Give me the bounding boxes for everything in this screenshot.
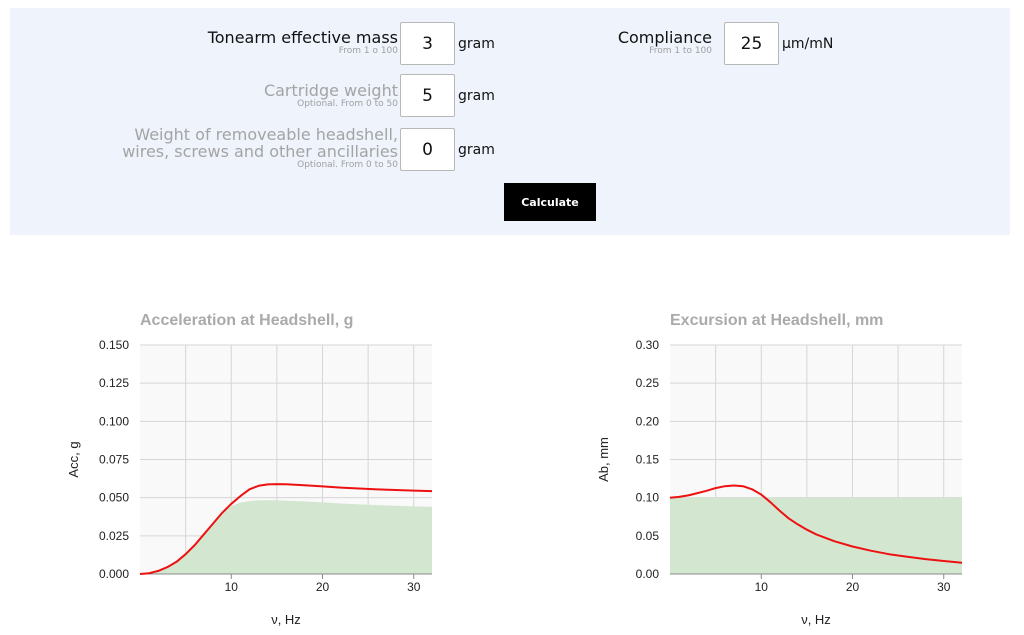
x-tick-label: 30 — [407, 580, 421, 594]
headshell-weight-unit: gram — [458, 142, 495, 158]
compliance-hint: From 1 to 100 — [649, 46, 712, 56]
chart-title: Acceleration at Headshell, g — [140, 312, 353, 329]
y-tick-label: 0.25 — [636, 376, 660, 390]
headshell-weight-hint: Optional. From 0 to 50 — [297, 160, 398, 170]
cartridge-weight-label: Cartridge weight — [263, 81, 398, 100]
chart-title: Excursion at Headshell, mm — [670, 312, 883, 329]
x-tick-label: 10 — [225, 580, 239, 594]
y-tick-label: 0.15 — [636, 453, 660, 467]
y-tick-label: 0.10 — [636, 491, 660, 505]
compliance-input[interactable] — [724, 22, 779, 65]
tonearm-mass-unit: gram — [458, 36, 495, 52]
cartridge-weight-input[interactable] — [400, 74, 455, 117]
y-axis-label: Acc, g — [66, 441, 81, 477]
x-tick-label: 10 — [755, 580, 769, 594]
headshell-weight-label-group: Weight of removeable headshell, wires, s… — [122, 126, 398, 170]
headshell-weight-label-line1: Weight of removeable headshell, — [134, 125, 398, 144]
compliance-unit: μm/mN — [782, 36, 834, 52]
y-tick-label: 0.075 — [99, 453, 129, 467]
excursion-chart: 0.00 0.05 0.10 0.15 0.20 0.25 0.30 10 20 30 Excurs… — [596, 312, 963, 627]
x-axis-label: ν, Hz — [271, 612, 301, 627]
y-tick-label: 0.05 — [636, 529, 660, 543]
response-fill-area — [670, 497, 962, 574]
y-tick-label: 0.20 — [636, 414, 660, 428]
y-tick-label: 0.025 — [99, 529, 129, 543]
x-tick-label: 20 — [316, 580, 330, 594]
tonearm-mass-label-group: Tonearm effective mass From 1 o 100 — [208, 29, 398, 56]
y-tick-label: 0.30 — [636, 338, 660, 352]
compliance-label: Compliance — [617, 28, 712, 47]
y-tick-label: 0.000 — [99, 567, 129, 581]
x-axis-label: ν, Hz — [801, 612, 831, 627]
acceleration-chart: 0.000 0.025 0.050 0.075 0.100 0.125 0.150 10 20 3… — [66, 312, 433, 627]
y-tick-label: 0.150 — [99, 338, 129, 352]
y-tick-label: 0.00 — [636, 567, 660, 581]
y-axis-label: Ab, mm — [596, 437, 611, 482]
headshell-weight-label-line2: wires, screws and other ancillaries — [122, 142, 398, 161]
response-curve — [139, 483, 433, 575]
response-curve — [669, 484, 963, 564]
y-tick-label: 0.050 — [99, 491, 129, 505]
y-tick-label: 0.125 — [99, 376, 129, 390]
x-tick-label: 30 — [937, 580, 951, 594]
cartridge-weight-unit: gram — [458, 88, 495, 104]
y-tick-label: 0.100 — [99, 414, 129, 428]
response-fill-area — [140, 500, 432, 574]
compliance-label-group: Compliance From 1 to 100 — [618, 29, 712, 56]
cartridge-weight-hint: Optional. From 0 to 50 — [297, 99, 398, 109]
calculate-button[interactable]: Calculate — [504, 183, 596, 221]
tonearm-mass-input[interactable] — [400, 22, 455, 65]
x-tick-label: 20 — [846, 580, 860, 594]
cartridge-weight-label-group: Cartridge weight Optional. From 0 to 50 — [264, 82, 398, 109]
headshell-weight-input[interactable] — [400, 128, 455, 171]
tonearm-mass-label: Tonearm effective mass — [207, 28, 398, 47]
tonearm-mass-hint: From 1 o 100 — [338, 46, 398, 56]
